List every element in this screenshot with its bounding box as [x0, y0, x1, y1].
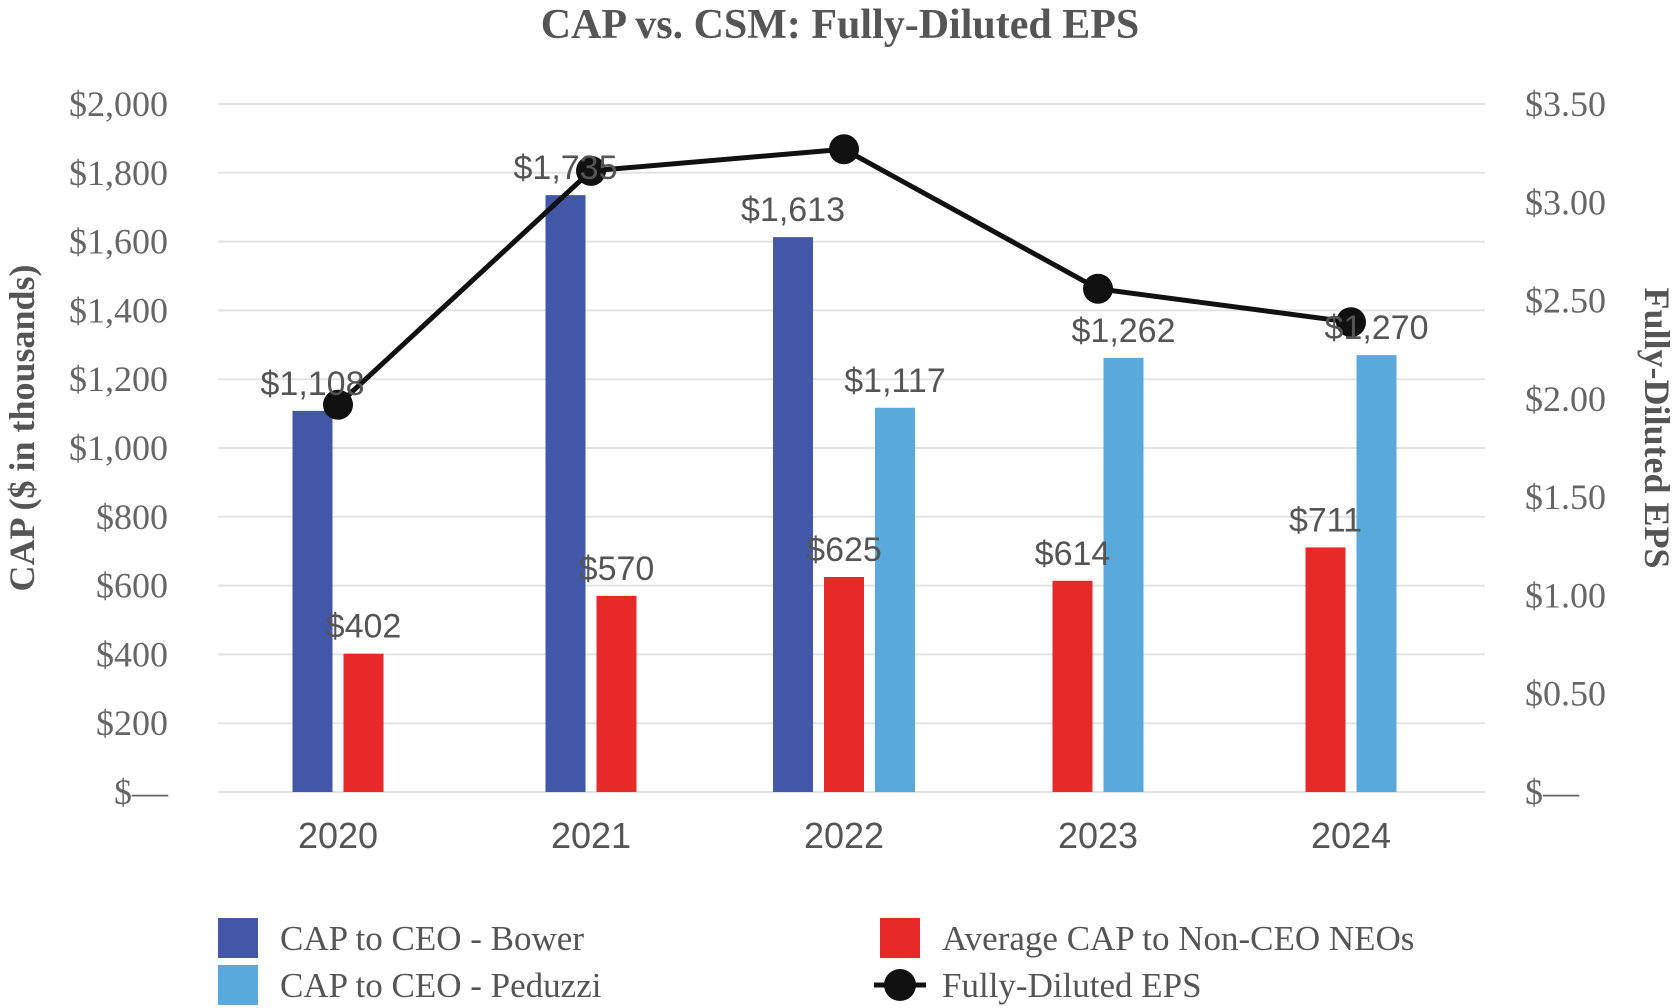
- left-tick-label: $1,400: [69, 290, 168, 330]
- legend-swatch: [880, 918, 920, 958]
- legend-item: CAP to CEO - Bower: [218, 918, 584, 958]
- right-tick-label: $—: [1525, 772, 1580, 812]
- data-label: $614: [1035, 535, 1111, 573]
- data-label: $1,262: [1072, 312, 1176, 350]
- bar-cap-to-ceo-peduzzi-2022: [875, 407, 915, 792]
- legend-item: CAP to CEO - Peduzzi: [218, 965, 602, 1005]
- gridlines: [218, 103, 1485, 793]
- right-tick-label: $3.50: [1525, 84, 1606, 124]
- data-label: $625: [806, 531, 882, 569]
- data-label: $1,613: [741, 191, 845, 229]
- legend-label: Average CAP to Non-CEO NEOs: [942, 919, 1414, 958]
- eps-point-2023: [1083, 273, 1113, 304]
- left-tick-label: $1,800: [69, 153, 168, 193]
- bar-average-cap-to-non-ceo-neos-2021: [596, 595, 637, 792]
- bars: [292, 195, 1397, 793]
- bar-cap-to-ceo-peduzzi-2023: [1103, 357, 1144, 792]
- legend-swatch: [218, 918, 258, 958]
- eps-point-2024: [1336, 307, 1366, 338]
- bar-average-cap-to-non-ceo-neos-2023: [1052, 580, 1093, 792]
- left-tick-label: $200: [96, 703, 168, 743]
- legend: CAP to CEO - Bower Average CAP to Non-CEO…: [218, 918, 1414, 1005]
- data-label: $570: [579, 550, 655, 588]
- category-label: 2020: [298, 815, 378, 856]
- data-label: $1,117: [844, 362, 945, 400]
- bar-cap-to-ceo-bower-2021: [545, 195, 586, 792]
- right-tick-label: $3.00: [1525, 182, 1606, 222]
- category-label: 2021: [551, 815, 631, 856]
- chart-title: CAP vs. CSM: Fully-Diluted EPS: [541, 2, 1140, 48]
- eps-point-2022: [829, 134, 859, 165]
- right-axis-ticks: $— $0.50 $1.00 $1.50 $2.00 $2.50 $3.00 $3.50: [1525, 84, 1606, 812]
- left-tick-label: $1,600: [69, 222, 168, 262]
- bar-cap-to-ceo-bower-2020: [292, 410, 333, 792]
- right-tick-label: $2.50: [1525, 281, 1606, 321]
- left-tick-label: $—: [114, 772, 169, 812]
- legend-label: CAP to CEO - Peduzzi: [280, 966, 602, 1005]
- bar-average-cap-to-non-ceo-neos-2020: [343, 653, 384, 792]
- left-tick-label: $2,000: [69, 84, 168, 124]
- right-axis-title: Fully-Diluted EPS: [1637, 287, 1677, 568]
- right-tick-label: $2.00: [1525, 379, 1606, 419]
- category-label: 2022: [804, 815, 884, 856]
- right-tick-label: $1.50: [1525, 477, 1606, 517]
- legend-item: Average CAP to Non-CEO NEOs: [880, 918, 1414, 958]
- category-label: 2023: [1058, 815, 1138, 856]
- data-label: $711: [1289, 501, 1362, 539]
- eps-point-2020: [323, 389, 353, 420]
- legend-marker: [884, 969, 916, 1001]
- left-tick-label: $400: [96, 634, 168, 674]
- legend-label: Fully-Diluted EPS: [942, 966, 1202, 1005]
- left-tick-label: $600: [96, 566, 168, 606]
- legend-item: Fully-Diluted EPS: [874, 966, 1202, 1005]
- bar-average-cap-to-non-ceo-neos-2024: [1305, 547, 1346, 792]
- data-label: $1,270: [1325, 309, 1429, 347]
- bar-average-cap-to-non-ceo-neos-2022: [824, 577, 864, 792]
- data-label: $1,108: [261, 365, 365, 403]
- right-tick-label: $0.50: [1525, 674, 1606, 714]
- right-tick-label: $1.00: [1525, 575, 1606, 615]
- data-labels: $1,108 $402 $1,735 $570 $1,613 $625 $1,117 $614…: [261, 149, 1429, 646]
- bar-cap-to-ceo-bower-2022: [773, 237, 813, 793]
- eps-point-2021: [576, 155, 606, 186]
- data-label: $1,735: [514, 149, 618, 187]
- left-axis-ticks: $— $200 $400 $600 $800 $1,000 $1,200 $1,400 $1,6…: [69, 84, 169, 812]
- left-tick-label: $800: [96, 497, 168, 537]
- category-labels: 2020 2021 2022 2023 2024: [298, 815, 1391, 856]
- left-tick-label: $1,000: [69, 428, 168, 468]
- legend-label: CAP to CEO - Bower: [280, 919, 584, 958]
- category-label: 2024: [1311, 815, 1391, 856]
- eps-line: [323, 134, 1366, 420]
- legend-swatch: [218, 965, 258, 1005]
- left-axis-title: CAP ($ in thousands): [2, 264, 42, 591]
- data-label: $402: [326, 608, 402, 646]
- bar-cap-to-ceo-peduzzi-2024: [1356, 355, 1397, 792]
- left-tick-label: $1,200: [69, 359, 168, 399]
